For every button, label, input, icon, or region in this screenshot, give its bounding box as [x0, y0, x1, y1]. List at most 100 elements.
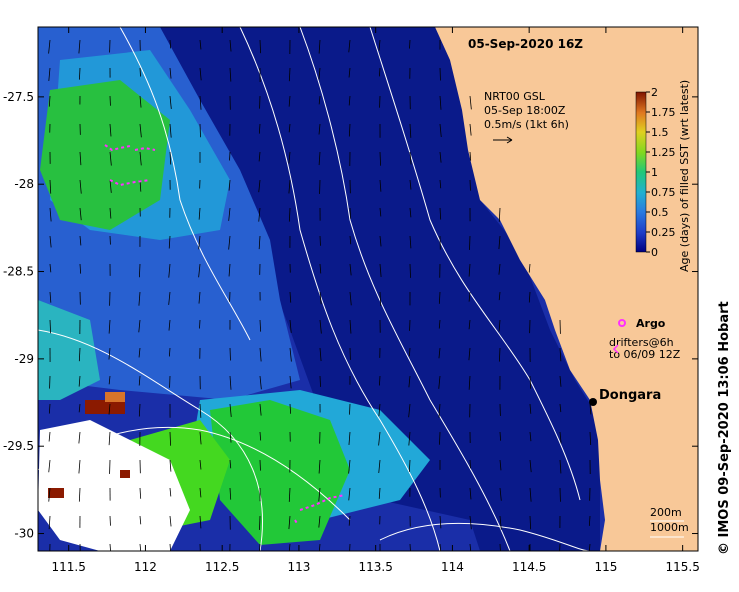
y-tick-label: -28.5 — [3, 265, 34, 279]
depth-legend-line2: 1000m — [650, 521, 689, 534]
colorbar-tick-label: 1.5 — [651, 126, 669, 139]
current-vector — [349, 319, 352, 334]
current-vector — [199, 487, 202, 498]
current-vector — [348, 459, 351, 474]
drifter-track-1 — [104, 144, 131, 152]
no-data-mask — [38, 420, 190, 551]
current-vector — [259, 543, 261, 551]
current-vector — [529, 403, 532, 414]
current-vector — [529, 459, 532, 473]
current-vector — [499, 487, 502, 501]
current-vector — [588, 543, 591, 551]
current-vector — [78, 459, 81, 474]
current-vector — [49, 235, 52, 248]
current-vector — [468, 347, 471, 361]
current-vector — [499, 515, 502, 530]
current-vector — [349, 291, 352, 306]
colorbar-title: Age (days) of filled SST (wrt latest) — [678, 80, 691, 272]
current-vector — [48, 431, 51, 442]
current-vector — [409, 207, 412, 218]
current-vector — [379, 207, 382, 217]
current-vector — [408, 459, 411, 472]
plot-frame — [37, 26, 699, 552]
current-vector — [319, 291, 322, 305]
current-vector — [588, 515, 591, 526]
current-vector — [169, 67, 172, 79]
x-tick-label: 112 — [134, 560, 157, 574]
current-vector — [289, 403, 292, 414]
current-vector — [438, 319, 441, 329]
y-axis: -27.5 -28 -28.5 -29 -29.5 -30 — [3, 90, 698, 541]
current-vector — [318, 487, 321, 502]
current-vector — [439, 151, 442, 163]
current-vector — [199, 459, 202, 470]
drifter-track-5 — [294, 519, 299, 526]
current-vector — [48, 403, 51, 414]
current-vector — [528, 291, 531, 303]
current-vector — [139, 151, 142, 166]
contour-200m — [369, 27, 581, 501]
current-vector — [379, 263, 382, 277]
x-tick-label: 112.5 — [205, 560, 239, 574]
current-vector — [318, 123, 321, 135]
city-label: Dongara — [599, 388, 661, 403]
current-vector — [199, 403, 202, 418]
current-vector — [199, 39, 202, 50]
current-vector — [498, 263, 501, 275]
colorbar — [635, 91, 647, 253]
drifters-label-1: drifters@6h — [609, 336, 674, 349]
x-tick-label: 113.5 — [358, 560, 392, 574]
drifter-legend-icon — [612, 344, 619, 354]
green-patch-south — [210, 400, 350, 545]
current-vector — [79, 179, 82, 194]
current-vector — [258, 207, 261, 222]
current-vector — [529, 431, 532, 442]
current-vector — [378, 67, 381, 77]
current-vector — [109, 151, 112, 166]
current-vector — [109, 123, 112, 137]
current-vector — [439, 431, 441, 445]
old-data-patch-2 — [48, 488, 64, 498]
current-vector — [498, 347, 501, 362]
current-vector — [199, 431, 202, 445]
colorbar-tick-label: 1.25 — [651, 146, 676, 159]
current-vector — [199, 95, 202, 110]
current-vector — [318, 151, 321, 166]
current-vector — [289, 319, 292, 333]
contour-deep — [299, 27, 511, 551]
current-vector — [229, 67, 232, 82]
current-legend-line1: NRT00 GSL — [484, 90, 546, 103]
current-vector — [348, 487, 351, 501]
current-vector — [438, 403, 441, 418]
current-vector — [468, 319, 471, 330]
current-vector — [109, 543, 111, 551]
current-vector — [559, 459, 562, 474]
x-tick-label: 113 — [287, 560, 310, 574]
argo-legend-icon — [618, 319, 626, 327]
map-timestamp: 05-Sep-2020 16Z — [468, 37, 583, 51]
current-vector — [319, 375, 321, 387]
current-vector — [288, 67, 291, 82]
current-vector — [288, 151, 291, 164]
current-vector — [259, 319, 262, 332]
current-vector — [169, 487, 172, 497]
x-axis: 111.5 112 112.5 113 113.5 114 114.5 115 115.5 — [52, 27, 700, 574]
current-vector — [79, 207, 82, 221]
current-vector — [438, 347, 441, 359]
current-vector — [499, 431, 502, 441]
current-vector — [318, 515, 321, 528]
current-vector — [199, 67, 202, 81]
current-vector — [48, 67, 51, 81]
current-vector — [169, 431, 172, 446]
current-vector — [408, 431, 411, 446]
current-vector — [259, 347, 262, 362]
current-vector — [259, 403, 262, 416]
current-vector — [229, 431, 232, 443]
contour-1000m — [239, 27, 441, 551]
current-vector — [468, 375, 471, 390]
current-vector — [79, 67, 81, 80]
current-vector — [48, 515, 51, 530]
current-vector — [79, 263, 82, 274]
current-vector — [319, 347, 322, 362]
current-vector — [469, 95, 472, 110]
